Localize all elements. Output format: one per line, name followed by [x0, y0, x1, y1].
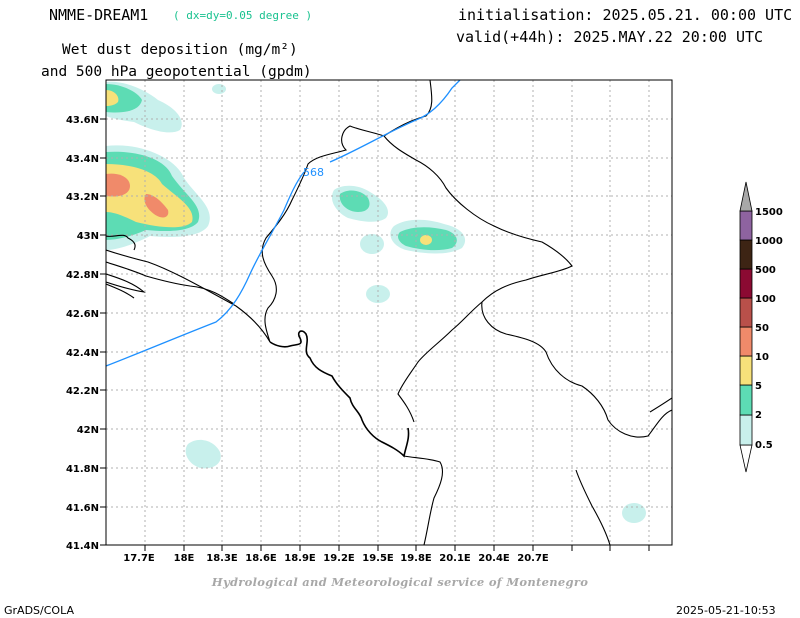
legend-label: 100	[755, 294, 776, 305]
legend-swatch	[739, 239, 753, 270]
lat-tick-label: 42N	[77, 425, 99, 436]
color-legend	[739, 181, 753, 473]
lat-tick-label: 43N	[77, 231, 99, 242]
title-line-1: Wet dust deposition (mg/m²)	[62, 42, 298, 58]
legend-arrow-bottom	[739, 444, 753, 473]
lon-tick-label: 18E	[174, 553, 195, 564]
dust-patch	[144, 194, 169, 218]
lon-tick-label: 19.2E	[323, 553, 355, 564]
valid-time: valid(+44h): 2025.MAY.22 20:00 UTC	[456, 28, 764, 46]
lon-axis	[144, 545, 650, 551]
lat-tick-label: 42.6N	[66, 309, 99, 320]
lon-tick-label: 17.7E	[123, 553, 155, 564]
lat-tick-label: 42.2N	[66, 386, 99, 397]
lat-tick-label: 41.8N	[66, 464, 99, 475]
legend-swatch	[739, 326, 753, 357]
country-borders	[106, 80, 672, 545]
lon-tick-label: 18.9E	[284, 553, 316, 564]
legend-label: 500	[755, 265, 776, 276]
dust-patch	[212, 84, 226, 94]
dust-patch	[366, 285, 390, 303]
legend-arrow-top	[739, 181, 753, 212]
lon-tick-label: 18.6E	[245, 553, 277, 564]
dust-patch	[106, 173, 130, 197]
lat-tick-label: 43.6N	[66, 115, 99, 126]
lat-tick-label: 42.4N	[66, 348, 99, 359]
legend-label: 5	[755, 381, 762, 392]
legend-swatch	[739, 355, 753, 386]
graticule	[106, 80, 672, 545]
lat-tick-label: 43.4N	[66, 154, 99, 165]
software-label: GrADS/COLA	[4, 604, 74, 617]
lat-tick-label: 41.6N	[66, 503, 99, 514]
contour-label: 568	[303, 166, 324, 179]
legend-label: 1000	[755, 236, 783, 247]
lon-tick-label: 19.5E	[362, 553, 394, 564]
geopotential-568-contour: 568	[106, 80, 461, 367]
model-name: NMME-DREAM1	[49, 6, 149, 24]
dust-patch	[360, 234, 384, 254]
legend-swatch	[739, 268, 753, 299]
lon-tick-label: 20.1E	[439, 553, 471, 564]
title-line-2: and 500 hPa geopotential (gpdm)	[41, 64, 312, 80]
lat-tick-label: 43.2N	[66, 192, 99, 203]
legend-label: 1500	[755, 207, 783, 218]
dust-patch	[106, 215, 128, 237]
legend-swatch	[739, 384, 753, 416]
legend-swatch	[739, 414, 753, 446]
legend-label: 50	[755, 323, 769, 334]
dust-patch	[185, 439, 221, 469]
dust-patch	[106, 84, 142, 113]
model-resolution: ( dx=dy=0.05 degree )	[173, 9, 313, 22]
lat-axis	[100, 118, 106, 546]
lon-tick-label: 18.3E	[206, 553, 238, 564]
legend-swatch	[739, 210, 753, 241]
generation-timestamp: 2025-05-21-10:53	[676, 604, 776, 617]
lat-tick-label: 42.8N	[66, 270, 99, 281]
initialisation-time: initialisation: 2025.05.21. 00:00 UTC	[458, 6, 793, 24]
lon-tick-label: 20.7E	[517, 553, 549, 564]
dust-patch	[420, 235, 432, 245]
legend-label: 2	[755, 410, 762, 421]
dust-patch	[106, 90, 119, 106]
dust-patch	[622, 503, 646, 523]
credit-line: Hydrological and Meteorological service …	[211, 575, 589, 589]
legend-label: 0.5	[755, 440, 773, 451]
legend-label: 10	[755, 352, 769, 363]
lon-tick-label: 19.8E	[400, 553, 432, 564]
lat-tick-label: 41.4N	[66, 541, 99, 552]
lon-tick-label: 20.4E	[478, 553, 510, 564]
legend-swatch	[739, 297, 753, 328]
dust-deposition-field	[106, 81, 646, 523]
